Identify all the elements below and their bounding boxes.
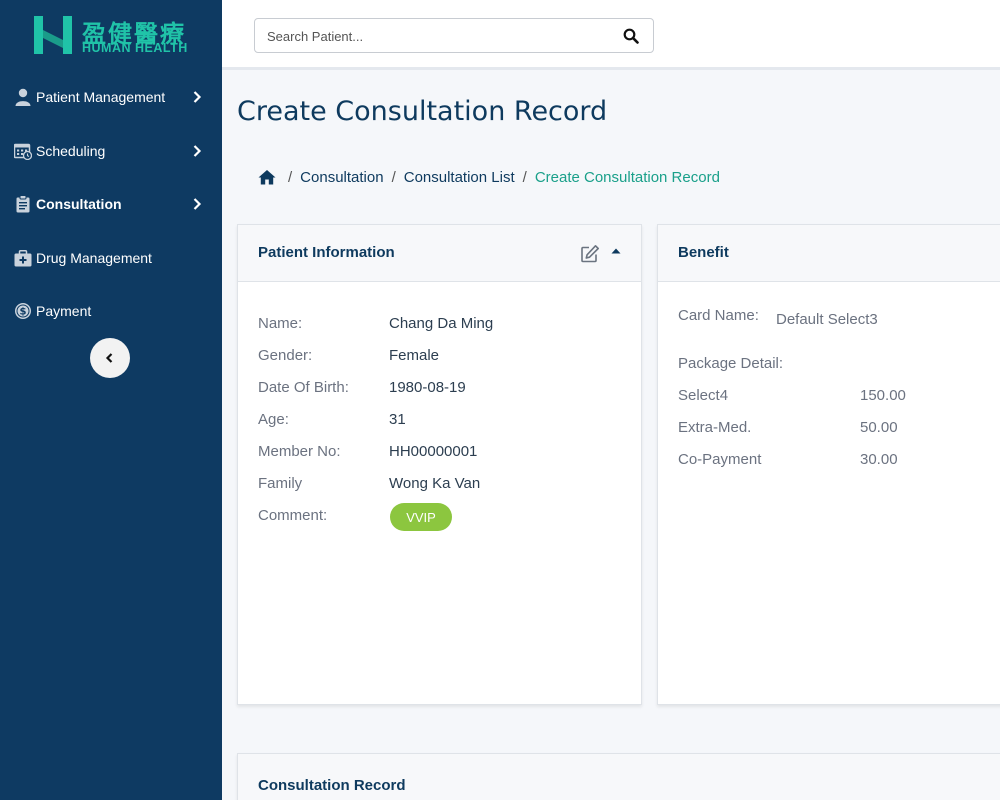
breadcrumb-consultation-list[interactable]: Consultation List	[403, 168, 515, 186]
clipboard-icon	[14, 195, 32, 213]
breadcrumb-separator: /	[288, 168, 293, 186]
card-title: Consultation Record	[258, 777, 406, 794]
chevron-right-icon	[193, 91, 202, 103]
package-item-value: 50.00	[860, 419, 898, 436]
search-icon[interactable]	[623, 28, 639, 44]
package-item-label: Co-Payment	[678, 451, 762, 468]
card-header: Patient Information	[238, 225, 641, 282]
collapse-caret-icon[interactable]	[610, 245, 622, 257]
sidebar-item-consultation[interactable]: Consultation	[0, 184, 222, 224]
sidebar-item-label: Consultation	[36, 196, 122, 212]
sidebar-item-label: Payment	[36, 303, 92, 319]
sidebar: 盈健醫療 HUMAN HEALTH Patient Management Sch…	[0, 0, 222, 800]
family-value: Wong Ka Van	[389, 475, 481, 492]
breadcrumb-consultation[interactable]: Consultation	[300, 168, 384, 186]
calendar-icon	[14, 142, 32, 160]
consultation-record-card: Consultation Record	[237, 753, 1000, 800]
search-input[interactable]	[267, 27, 607, 45]
top-bar	[222, 0, 1000, 70]
package-detail-label: Package Detail:	[678, 355, 784, 372]
breadcrumb-separator: /	[391, 168, 396, 186]
card-name-value: Default Select3	[776, 311, 878, 328]
card-title: Patient Information	[258, 244, 395, 261]
brand-logo[interactable]: 盈健醫療 HUMAN HEALTH	[34, 14, 194, 58]
name-label: Name:	[258, 315, 303, 332]
sidebar-collapse-button[interactable]	[90, 338, 130, 378]
dob-label: Date Of Birth:	[258, 379, 349, 396]
medical-kit-icon	[14, 249, 32, 267]
coin-icon: $	[14, 302, 32, 320]
member-no-label: Member No:	[258, 443, 341, 460]
card-name-label: Card Name:	[678, 307, 759, 324]
status-badge: VVIP	[390, 503, 452, 531]
comment-label: Comment:	[258, 507, 328, 524]
age-value: 31	[389, 411, 406, 428]
family-label: Family	[258, 475, 303, 492]
card-title: Benefit	[678, 244, 729, 261]
chevron-left-icon	[105, 353, 113, 363]
page-title: Create Consultation Record	[237, 96, 608, 127]
search-box	[254, 18, 654, 53]
gender-value: Female	[389, 347, 440, 364]
logo-mark-icon	[34, 16, 72, 54]
breadcrumb-separator: /	[522, 168, 527, 186]
home-icon[interactable]	[258, 169, 276, 185]
package-item-label: Extra-Med.	[678, 419, 752, 436]
sidebar-item-patient-management[interactable]: Patient Management	[0, 77, 222, 117]
package-item-label: Select4	[678, 387, 729, 404]
name-value: Chang Da Ming	[389, 315, 494, 332]
package-item-value: 30.00	[860, 451, 898, 468]
edit-icon[interactable]	[580, 244, 600, 264]
package-item-value: 150.00	[860, 387, 906, 404]
age-label: Age:	[258, 411, 289, 428]
brand-name-cn: 盈健醫療	[82, 20, 186, 48]
patient-information-card: Patient Information Name: Chang Da Ming …	[237, 224, 642, 705]
chevron-right-icon	[193, 198, 202, 210]
dob-value: 1980-08-19	[389, 379, 466, 396]
benefit-card: Benefit Card Name: Default Select3 Packa…	[657, 224, 1000, 705]
card-header: Benefit	[658, 225, 1000, 282]
brand-name-en: HUMAN HEALTH	[82, 41, 188, 55]
sidebar-item-drug-management[interactable]: Drug Management	[0, 238, 222, 278]
breadcrumb-current: Create Consultation Record	[534, 168, 720, 186]
sidebar-item-payment[interactable]: $ Payment	[0, 291, 222, 331]
card-header: Consultation Record	[238, 754, 1000, 800]
sidebar-item-label: Drug Management	[36, 250, 152, 266]
sidebar-item-scheduling[interactable]: Scheduling	[0, 131, 222, 171]
breadcrumb: / Consultation / Consultation List / Cre…	[258, 167, 720, 187]
user-icon	[14, 88, 32, 106]
sidebar-item-label: Scheduling	[36, 143, 106, 159]
gender-label: Gender:	[258, 347, 313, 364]
chevron-right-icon	[193, 145, 202, 157]
svg-text:$: $	[20, 307, 27, 318]
sidebar-item-label: Patient Management	[36, 89, 166, 105]
member-no-value: HH00000001	[389, 443, 478, 460]
